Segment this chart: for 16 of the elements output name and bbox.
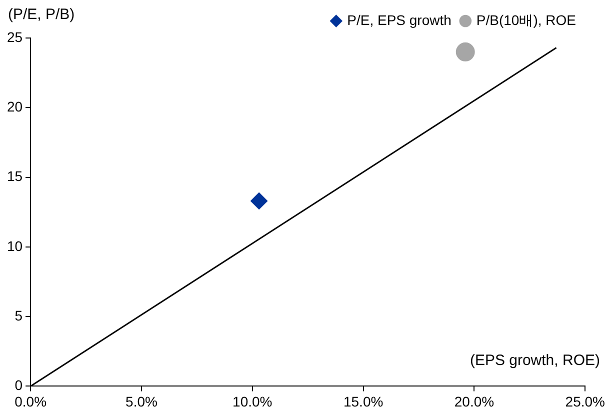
x-tick-label: 15.0% xyxy=(343,393,384,410)
legend-label: P/B(10배), ROE xyxy=(476,12,576,28)
y-axis-title: (P/E, P/B) xyxy=(8,6,75,23)
x-tick-label: 25.0% xyxy=(565,393,606,410)
y-tick-label: 5 xyxy=(14,307,23,324)
y-tick-label: 15 xyxy=(6,168,23,184)
x-axis-title: (EPS growth, ROE) xyxy=(470,352,600,369)
y-tick-label: 25 xyxy=(6,28,23,45)
x-tick-label: 0.0% xyxy=(14,393,47,410)
x-tick-label: 20.0% xyxy=(454,393,494,410)
x-tick-label: 10.0% xyxy=(232,393,272,410)
y-tick-label: 0 xyxy=(14,377,23,394)
y-tick-label: 10 xyxy=(6,238,23,254)
y-tick-label: 20 xyxy=(6,98,23,114)
x-tick-label: 5.0% xyxy=(126,393,158,410)
legend-label: P/E, EPS growth xyxy=(347,12,452,28)
